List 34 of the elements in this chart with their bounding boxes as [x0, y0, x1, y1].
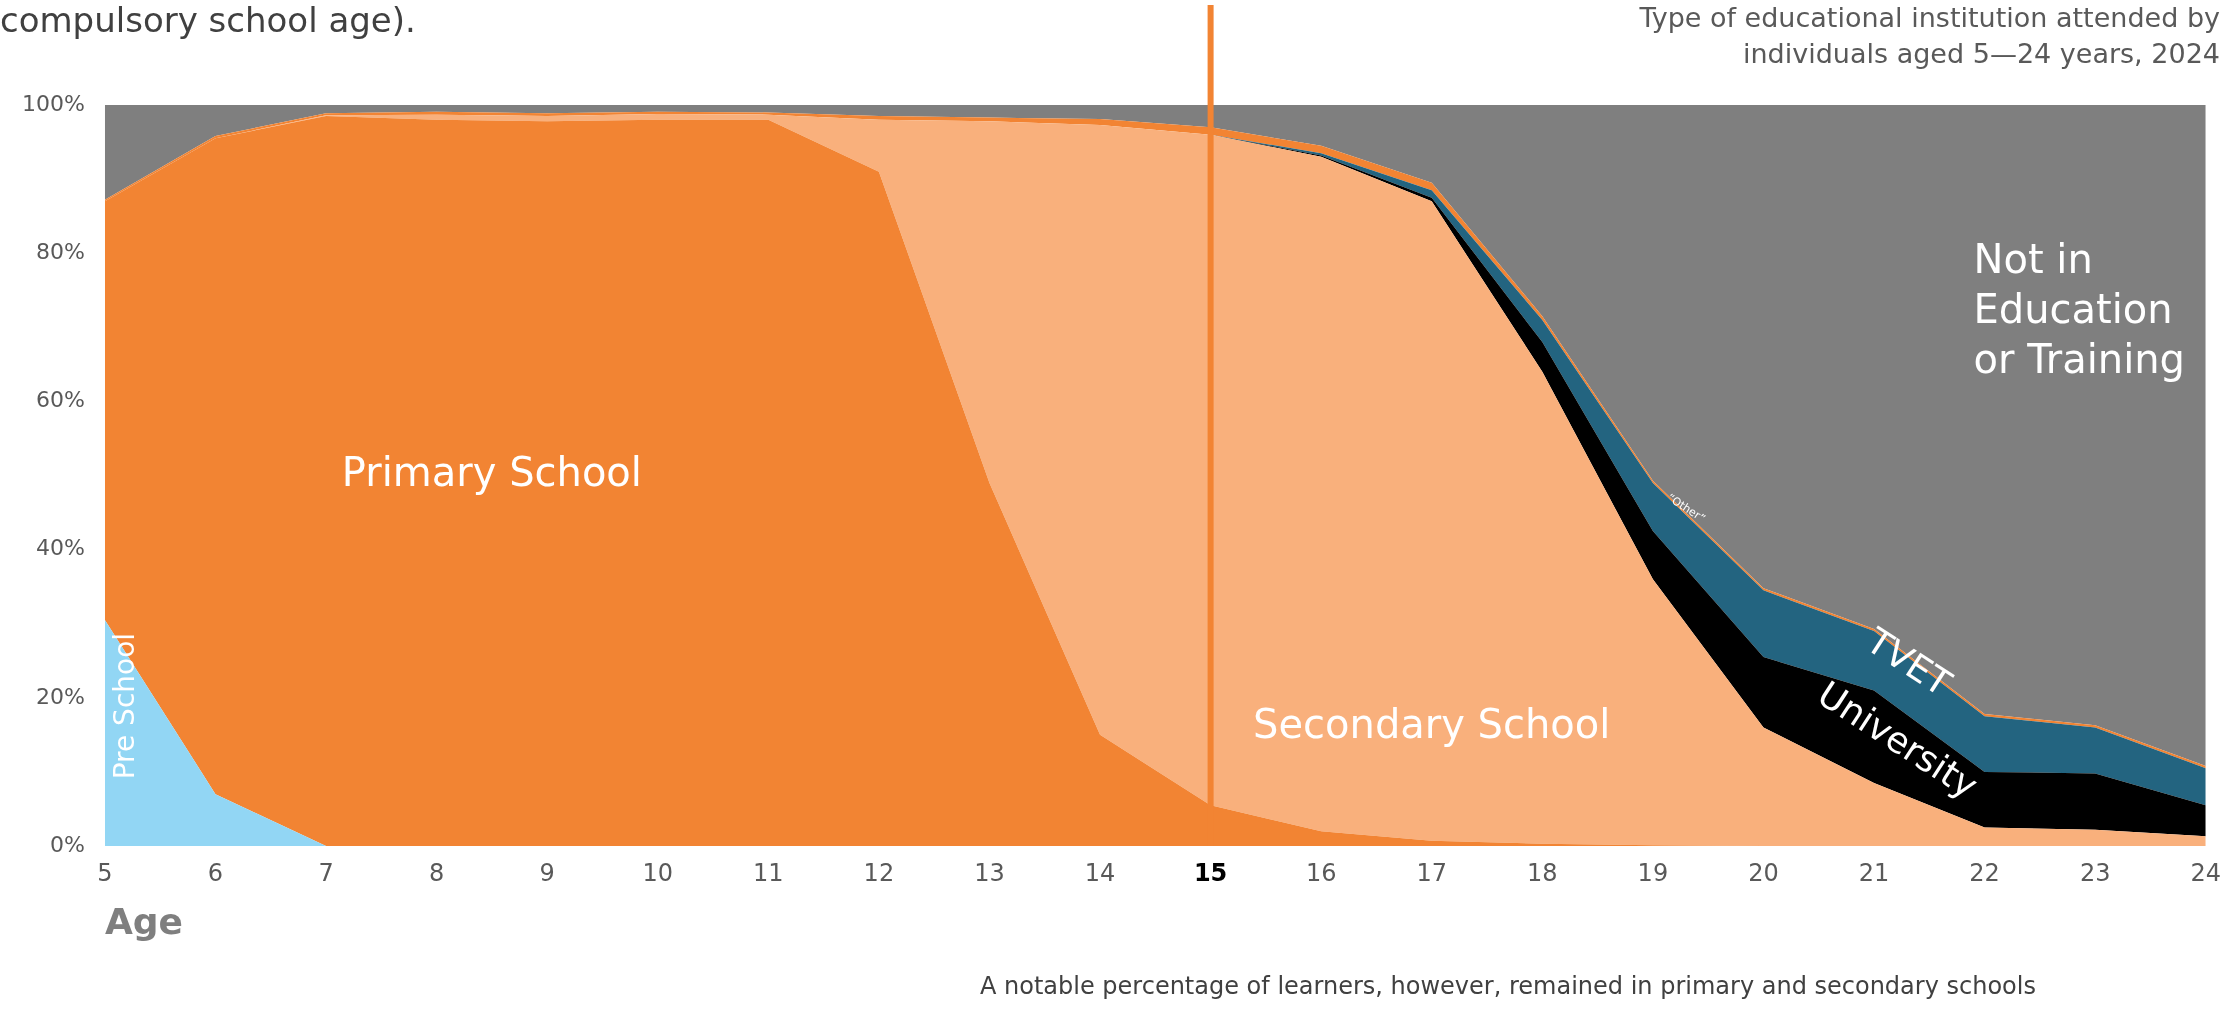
x-tick-label: 12: [863, 858, 895, 887]
x-tick-label: 5: [97, 858, 113, 887]
x-tick-label: 23: [2079, 858, 2111, 887]
x-tick-label: 13: [974, 858, 1005, 887]
x-tick-label: 15: [1193, 858, 1228, 887]
x-tick-label: 10: [642, 858, 674, 887]
chart-title: Type of educational institution attended by individuals aged 5—24 years, 2024: [1638, 1, 2220, 71]
x-tick-label: 21: [1858, 858, 1890, 887]
x-tick-label: 19: [1637, 858, 1669, 887]
x-tick-label: 20: [1748, 858, 1779, 887]
y-tick-label: 80%: [35, 238, 85, 264]
x-tick-label: 6: [207, 858, 224, 887]
x-tick-label: 11: [753, 858, 784, 887]
y-tick-label: 40%: [35, 535, 85, 561]
x-tick-label: 22: [1969, 858, 2000, 887]
x-tick-label: 14: [1084, 858, 1116, 887]
y-tick-label: 20%: [35, 683, 85, 709]
x-tick-label: 16: [1305, 858, 1337, 887]
x-axis-title: Age: [104, 900, 183, 942]
x-tick-label: 9: [539, 858, 555, 887]
y-tick-label: 100%: [21, 90, 85, 116]
x-tick-label: 24: [2190, 858, 2221, 887]
series-label: Primary School: [341, 448, 642, 495]
series-label: Secondary School: [1253, 700, 1611, 747]
series-label: Pre School: [108, 632, 142, 780]
x-tick-label: 7: [318, 858, 334, 887]
series-label: Not in Education or Training: [1973, 235, 2185, 382]
text: compulsory school age).: [0, 0, 416, 40]
x-tick-label: 18: [1527, 858, 1558, 887]
y-tick-label: 60%: [35, 387, 85, 413]
y-tick-label: 0%: [49, 831, 85, 857]
x-tick-label: 8: [428, 858, 445, 887]
x-tick-label: 17: [1416, 858, 1448, 887]
text: A notable percentage of learners, however, remained in primary and secondary schools: [980, 972, 2036, 1000]
